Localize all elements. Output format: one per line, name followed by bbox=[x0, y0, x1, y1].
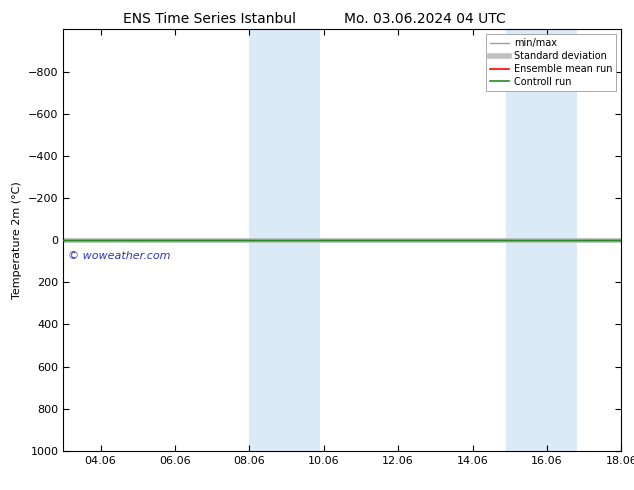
Text: Mo. 03.06.2024 04 UTC: Mo. 03.06.2024 04 UTC bbox=[344, 12, 506, 26]
Bar bbox=[249, 29, 320, 451]
Legend: min/max, Standard deviation, Ensemble mean run, Controll run: min/max, Standard deviation, Ensemble me… bbox=[486, 34, 616, 91]
Text: © woweather.com: © woweather.com bbox=[68, 251, 171, 261]
Text: ENS Time Series Istanbul: ENS Time Series Istanbul bbox=[123, 12, 295, 26]
Y-axis label: Temperature 2m (°C): Temperature 2m (°C) bbox=[13, 181, 22, 299]
Bar bbox=[506, 29, 577, 451]
